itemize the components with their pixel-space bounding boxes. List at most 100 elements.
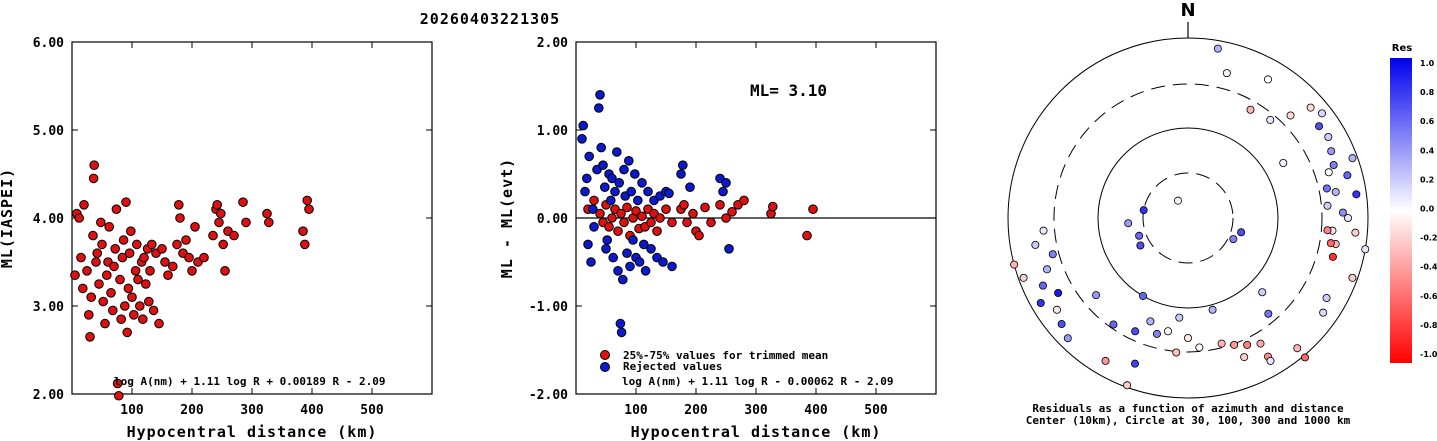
polar-data-point bbox=[1322, 293, 1331, 302]
polar-data-point bbox=[1101, 356, 1110, 365]
magnitude-data-point bbox=[220, 266, 230, 276]
residual-data-point bbox=[607, 213, 617, 223]
colorbar-title: Res bbox=[1392, 43, 1412, 54]
colorbar-tick-label: -0.6 bbox=[1420, 292, 1437, 301]
magnitude-data-point bbox=[298, 226, 308, 236]
polar-data-point bbox=[1266, 356, 1275, 365]
magnitude-data-point bbox=[174, 200, 184, 210]
polar-data-point bbox=[1315, 122, 1324, 131]
polar-data-point bbox=[1124, 219, 1133, 228]
polar-data-point bbox=[1230, 340, 1239, 349]
polar-data-point bbox=[1038, 281, 1047, 290]
magnitude-data-point bbox=[212, 200, 222, 210]
magnitude-data-point bbox=[135, 301, 145, 311]
residual-data-point bbox=[607, 173, 617, 184]
magnitude-data-point bbox=[129, 310, 139, 320]
magnitude-data-point bbox=[94, 279, 104, 289]
residual-data-point bbox=[727, 207, 737, 217]
residual-data-point bbox=[718, 186, 728, 197]
magnitude-data-point bbox=[76, 252, 86, 263]
magnitude-data-point bbox=[302, 195, 313, 206]
magnitude-panel: 100 200 300 400 500 2.00 3.00 4.00 5.00 6.00 Hypo… bbox=[0, 36, 433, 441]
magnitude-data-point bbox=[238, 197, 248, 207]
residual-data-point bbox=[608, 252, 619, 263]
polar-data-point bbox=[1237, 228, 1246, 237]
polar-data-point bbox=[1352, 190, 1361, 199]
residual-data-point bbox=[613, 266, 623, 276]
residual-data-point bbox=[606, 195, 616, 206]
residual-data-point bbox=[679, 200, 689, 210]
residual-data-point bbox=[619, 164, 629, 175]
ring-300km bbox=[1053, 83, 1323, 353]
magnitude-data-point bbox=[118, 235, 129, 245]
magnitude-data-point bbox=[106, 288, 116, 298]
residual-data-point bbox=[610, 186, 620, 197]
residual-data-point bbox=[626, 186, 637, 197]
magnitude-data-point bbox=[214, 217, 224, 228]
residual-data-point bbox=[694, 230, 704, 241]
polar-data-point bbox=[1229, 235, 1238, 244]
magnitude-data-point bbox=[84, 310, 94, 320]
polar-data-point bbox=[1139, 291, 1148, 300]
event-magnitude: ML= 3.10 bbox=[750, 81, 827, 100]
magnitude-data-point bbox=[78, 283, 88, 294]
residual-data-point bbox=[658, 257, 668, 267]
polar-panel: N Residuals as a function of azimuth and… bbox=[1007, 0, 1370, 427]
magnitude-data-point bbox=[74, 213, 84, 223]
residual-data-point bbox=[586, 257, 596, 267]
polar-data-point bbox=[1010, 260, 1019, 269]
colorbar-tick-label: 1.0 bbox=[1420, 59, 1435, 68]
colorbar-tick-label: -0.2 bbox=[1420, 234, 1437, 243]
magnitude-data-point bbox=[216, 208, 226, 219]
magnitude-data-point bbox=[130, 266, 141, 276]
polar-data-point bbox=[1130, 359, 1139, 368]
residual-ytick-label: 0.00 bbox=[537, 212, 568, 227]
polar-data-point bbox=[1131, 327, 1140, 336]
colorbar-ticks: 1.0 0.8 0.6 0.4 0.2 0.0 -0.2 -0.4 -0.6 -0.8 -1.0 bbox=[1420, 59, 1437, 359]
residual-data-point bbox=[625, 261, 635, 272]
magnitude-ytick-label: 3.00 bbox=[33, 300, 64, 315]
magnitude-data-point bbox=[110, 244, 120, 254]
magnitude-data-point bbox=[139, 252, 149, 263]
residual-data-point bbox=[706, 217, 716, 228]
polar-data-point bbox=[1184, 333, 1193, 342]
residual-data-point bbox=[616, 208, 626, 219]
ring-30km bbox=[1142, 172, 1234, 264]
magnitude-data-point bbox=[100, 318, 110, 329]
residual-data-point bbox=[582, 173, 592, 184]
magnitude-data-point bbox=[141, 279, 151, 289]
magnitude-ticks: 100 200 300 400 500 2.00 3.00 4.00 5.00 6.00 bbox=[33, 36, 432, 418]
residual-data-point bbox=[637, 178, 647, 188]
polar-data-point bbox=[1348, 154, 1357, 163]
residual-data-point bbox=[596, 142, 607, 153]
magnitude-data-point bbox=[97, 239, 107, 250]
colorbar-tick-label: -0.4 bbox=[1420, 263, 1437, 272]
magnitude-ytick-label: 6.00 bbox=[33, 36, 64, 51]
polar-data-point bbox=[1164, 327, 1173, 336]
colorbar-tick-label: 0.8 bbox=[1420, 88, 1435, 97]
magnitude-data-point bbox=[181, 235, 191, 245]
magnitude-xtick-label: 400 bbox=[300, 403, 324, 418]
magnitude-data-point bbox=[148, 305, 159, 316]
magnitude-data-point bbox=[147, 239, 157, 250]
magnitude-data-point bbox=[218, 239, 228, 250]
legend-label-rejected: Rejected values bbox=[623, 360, 722, 373]
polar-data-point bbox=[1146, 317, 1155, 326]
legend-marker-rejected bbox=[600, 362, 610, 372]
residual-data-point bbox=[739, 195, 749, 206]
magnitude-data-point bbox=[175, 213, 185, 223]
residual-data-point bbox=[601, 244, 611, 254]
residual-data-point bbox=[678, 160, 688, 170]
polar-data-point bbox=[1036, 298, 1045, 307]
magnitude-data-point bbox=[184, 252, 194, 263]
residual-data-point bbox=[633, 195, 643, 206]
colorbar: Res 1.0 0.8 0.6 0.4 0.2 0.0 -0.2 -0.4 -0.6 -0.8 -1… bbox=[1390, 43, 1437, 363]
magnitude-data-point bbox=[262, 208, 272, 219]
residual-data-point bbox=[604, 222, 614, 232]
magnitude-data-point bbox=[144, 296, 154, 307]
polar-data-point bbox=[1286, 111, 1295, 120]
residual-panel: 100 200 300 400 500 -2.00 -1.00 0.00 1.00 2.00 ML… bbox=[498, 36, 937, 441]
residual-data-point bbox=[808, 204, 818, 214]
polar-data-point bbox=[1300, 353, 1309, 362]
magnitude-data-point bbox=[82, 266, 92, 276]
